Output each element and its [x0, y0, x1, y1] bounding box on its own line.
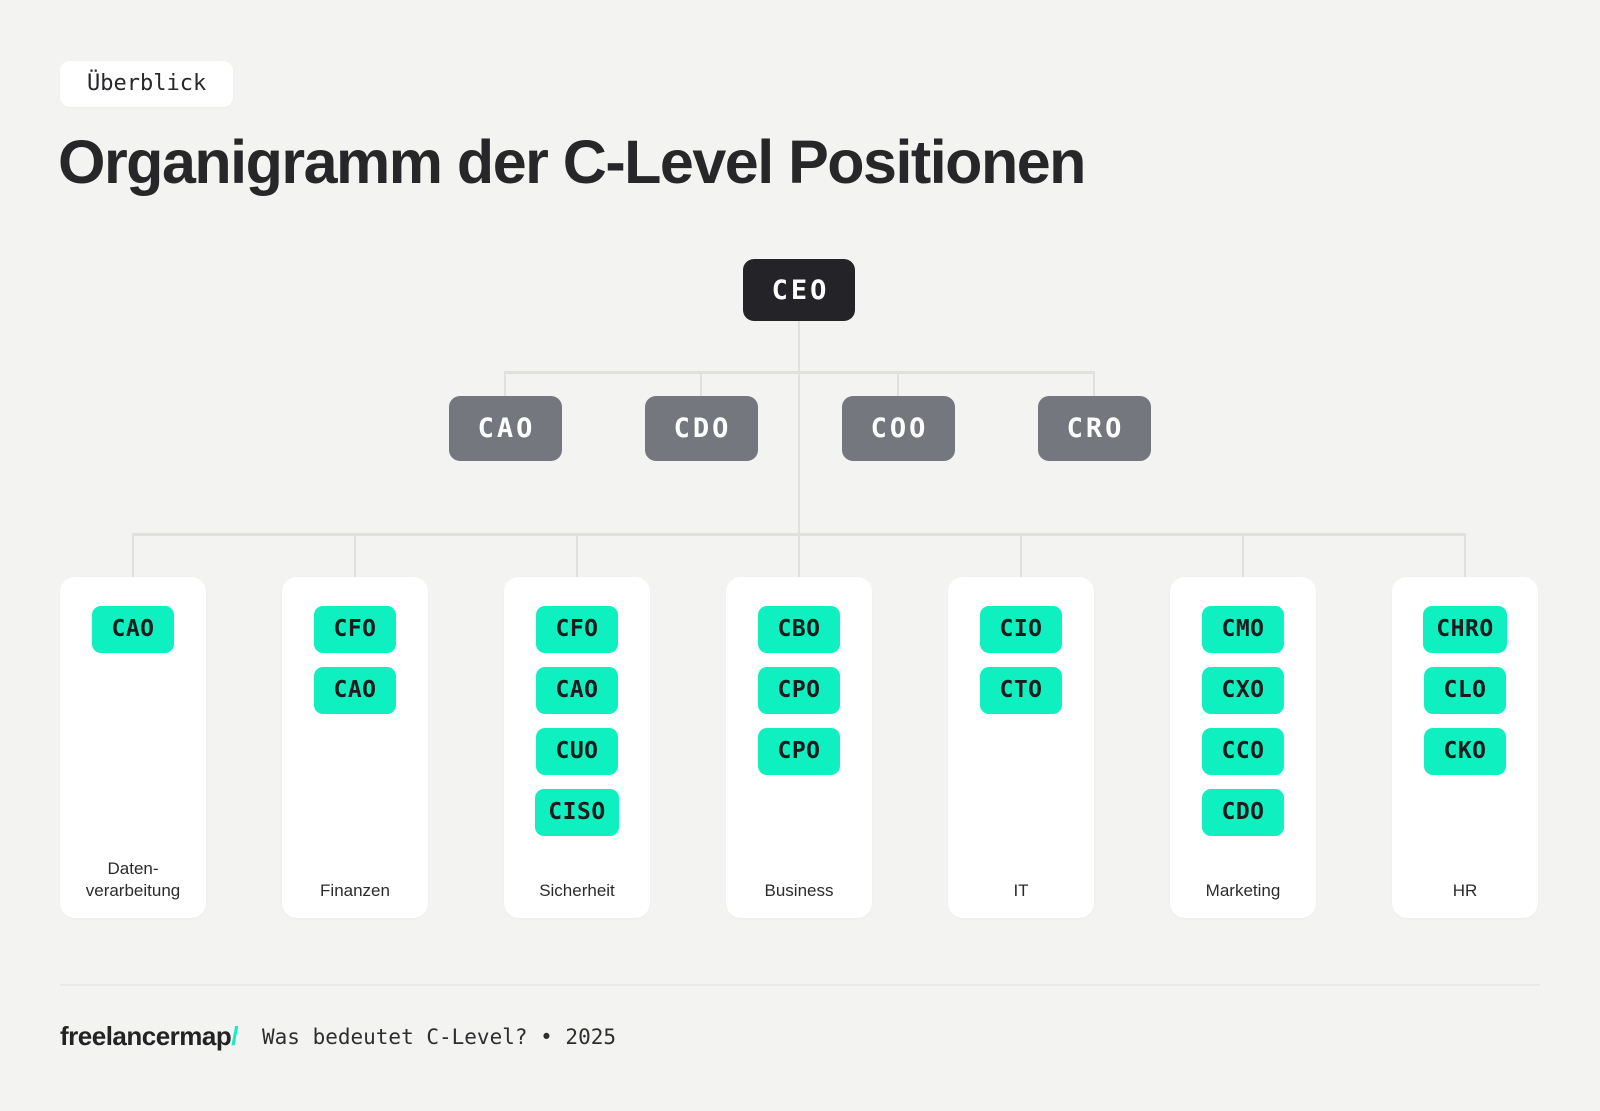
department-card: CMO CXO CCO CDO Marketing: [1170, 577, 1316, 918]
role-chip-stack: CFO CAO CUO CISO: [504, 606, 650, 836]
department-label: HR: [1452, 880, 1478, 900]
role-chip-stack: CBO CPO CPO: [726, 606, 872, 775]
connector-line: [700, 371, 702, 396]
overview-badge: Überblick: [60, 61, 234, 107]
role-chip: CISO: [535, 789, 619, 836]
overview-badge-label: Überblick: [87, 71, 207, 96]
level2-box-label: CDO: [673, 413, 732, 444]
department-label: Marketing: [1205, 880, 1281, 900]
level2-box-cdo: CDO: [644, 396, 758, 461]
level2-box-label: CRO: [1066, 413, 1125, 444]
department-label: Daten-verarbeitung: [85, 858, 181, 900]
connector-line: [897, 371, 899, 396]
role-chip: CFO: [314, 606, 396, 653]
department-label: Finanzen: [320, 880, 390, 900]
role-chip: CDO: [1202, 789, 1284, 836]
level2-box-cro: CRO: [1037, 396, 1151, 461]
department-card: CHRO CLO CKO HR: [1392, 577, 1538, 918]
role-chip: CLO: [1424, 667, 1506, 714]
role-chip: CAO: [536, 667, 618, 714]
role-chip: CPO: [758, 728, 840, 775]
connector-line: [798, 321, 800, 533]
level2-box-label: CAO: [477, 413, 536, 444]
role-chip: CAO: [314, 667, 396, 714]
role-chip: CUO: [536, 728, 618, 775]
logo-slash: /: [231, 1021, 238, 1051]
footer-divider: [60, 984, 1540, 986]
level2-box-cao: CAO: [448, 396, 562, 461]
role-chip-stack: CIO CTO: [948, 606, 1094, 714]
connector-line: [576, 533, 578, 577]
department-label: IT: [1013, 880, 1029, 900]
role-chip: CAO: [92, 606, 174, 653]
connector-line: [1464, 533, 1466, 577]
role-chip: CFO: [536, 606, 618, 653]
connector-line: [1242, 533, 1244, 577]
footer-tagline: Was bedeutet C-Level? • 2025: [262, 1024, 617, 1049]
department-card: CFO CAO Finanzen: [282, 577, 428, 918]
department-card: CAO Daten-verarbeitung: [60, 577, 206, 918]
role-chip: CCO: [1202, 728, 1284, 775]
department-label: Business: [764, 880, 834, 900]
role-chip-stack: CHRO CLO CKO: [1392, 606, 1538, 775]
role-chip-stack: CAO: [60, 606, 206, 653]
ceo-box: CEO: [743, 259, 855, 321]
role-chip: CXO: [1202, 667, 1284, 714]
department-card: CIO CTO IT: [948, 577, 1094, 918]
freelancermap-logo: freelancermap/: [60, 1021, 238, 1052]
page-title: Organigramm der C-Level Positionen: [58, 128, 1086, 196]
role-chip: CKO: [1424, 728, 1506, 775]
connector-line: [132, 533, 134, 577]
role-chip: CIO: [980, 606, 1062, 653]
connector-line: [798, 533, 800, 577]
role-chip: CHRO: [1423, 606, 1507, 653]
ceo-label: CEO: [771, 274, 830, 306]
department-card: CFO CAO CUO CISO Sicherheit: [504, 577, 650, 918]
level2-box-coo: COO: [841, 396, 955, 461]
connector-line: [1020, 533, 1022, 577]
role-chip-stack: CMO CXO CCO CDO: [1170, 606, 1316, 836]
footer: freelancermap/ Was bedeutet C-Level? • 2…: [60, 1021, 1540, 1052]
connector-line: [1093, 371, 1095, 396]
level2-box-label: COO: [870, 413, 929, 444]
logo-text: freelancermap: [60, 1021, 232, 1051]
connector-line: [354, 533, 356, 577]
connector-line: [504, 371, 506, 396]
department-card: CBO CPO CPO Business: [726, 577, 872, 918]
department-label: Sicherheit: [539, 880, 615, 900]
role-chip: CPO: [758, 667, 840, 714]
role-chip: CBO: [758, 606, 840, 653]
role-chip-stack: CFO CAO: [282, 606, 428, 714]
role-chip: CTO: [980, 667, 1062, 714]
role-chip: CMO: [1202, 606, 1284, 653]
